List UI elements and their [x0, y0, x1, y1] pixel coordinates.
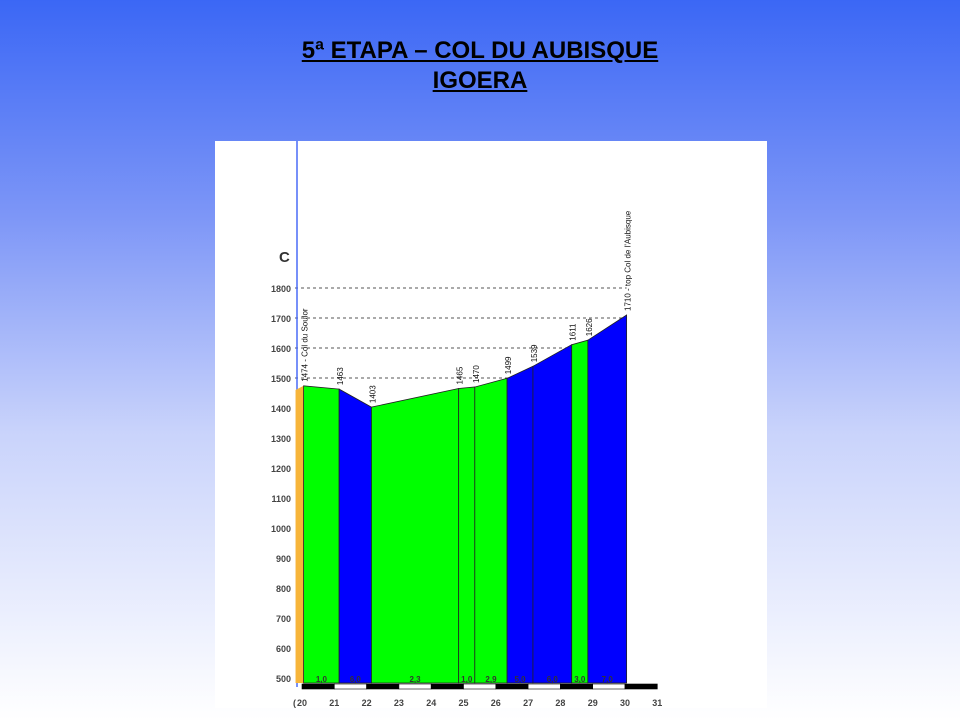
- slide-title-line2: IGOERA: [432, 67, 528, 94]
- gradient-label: 3,0: [574, 675, 586, 684]
- km-bar-cell: [301, 683, 335, 690]
- elevation-profile-svg: C 500 600 700 800 900 1000 1100 1200 1300 1400 1500…: [271, 141, 662, 708]
- km-bar-cell: [624, 683, 658, 690]
- km-bar-cell: [430, 683, 464, 690]
- x-tick-label: 25: [458, 698, 468, 708]
- profile-segment: [532, 344, 573, 684]
- x-tick-label: 21: [329, 698, 339, 708]
- slide-title-line1: 5ª ETAPA – COL DU AUBISQUE: [301, 37, 659, 64]
- point-label: 1465: [456, 366, 465, 384]
- y-tick-label: 1400: [271, 404, 291, 414]
- gradient-label: 7,0: [602, 675, 614, 684]
- gradient-label: 1,0: [461, 675, 473, 684]
- y-tick-label: 800: [276, 584, 291, 594]
- point-label: 1474 - Col du Soulor: [301, 308, 310, 382]
- x-tick-label: 23: [394, 698, 404, 708]
- point-label: 1611: [569, 323, 578, 341]
- gradient-label: 5,0: [514, 675, 526, 684]
- x-tick-label: 30: [620, 698, 630, 708]
- x-tick-label: 29: [588, 698, 598, 708]
- y-tick-label: 1200: [271, 464, 291, 474]
- chart-corner-label: C: [279, 249, 290, 266]
- slide-title: 5ª ETAPA – COL DU AUBISQUE IGOERA: [0, 36, 960, 96]
- elevation-profile-chart: C 500 600 700 800 900 1000 1100 1200 1300 1400 1500…: [215, 141, 767, 708]
- point-label: 1710 - top Col de l'Aubisque: [624, 210, 633, 311]
- profile-segment: [587, 314, 628, 684]
- y-tick-label: 1300: [271, 434, 291, 444]
- y-tick-label: 600: [276, 644, 291, 654]
- km-bar-cell: [463, 683, 497, 690]
- y-tick-label: 700: [276, 614, 291, 624]
- profile-segment: [474, 377, 508, 684]
- gradient-label: 6,0: [547, 675, 559, 684]
- x-tick-label: 26: [491, 698, 501, 708]
- point-label: 1403: [368, 385, 377, 403]
- y-tick-label: 1500: [271, 374, 291, 384]
- gradient-label: 2,9: [485, 675, 497, 684]
- y-tick-label: 900: [276, 554, 291, 564]
- km-bar-cell: [495, 683, 529, 690]
- km-bar-cell: [398, 683, 432, 690]
- y-tick-label: 1700: [271, 314, 291, 324]
- km-bar-cell: [592, 683, 626, 690]
- x-tick-label: 27: [523, 698, 533, 708]
- point-label: 1539: [530, 344, 539, 362]
- profile-segment: [371, 388, 460, 684]
- point-label: 1470: [472, 365, 481, 383]
- y-tick-label: 500: [276, 674, 291, 684]
- km-bar-cell: [366, 683, 400, 690]
- point-label: 1463: [336, 367, 345, 385]
- profile-segment: [571, 339, 589, 684]
- gradient-label: 2,3: [409, 675, 421, 684]
- profile-segment: [338, 388, 372, 684]
- point-label: 1499: [504, 356, 513, 374]
- profile-segment: [506, 365, 534, 684]
- km-bar-cell: [334, 683, 367, 690]
- profile-segment: [458, 386, 476, 684]
- x-start-fragment: (: [293, 698, 296, 708]
- y-tick-label: 1000: [271, 524, 291, 534]
- x-tick-label: 24: [426, 698, 436, 708]
- gradient-label: 1,0: [316, 675, 328, 684]
- y-tick-label: 1100: [271, 494, 291, 504]
- km-bar-cell: [560, 683, 593, 690]
- x-tick-label: 22: [362, 698, 372, 708]
- y-tick-label: 1800: [271, 284, 291, 294]
- leading-segment: [295, 385, 304, 683]
- x-tick-label: 20: [297, 698, 307, 708]
- x-tick-label: 31: [652, 698, 662, 708]
- km-bar-cell: [527, 683, 561, 690]
- y-tick-label: 1600: [271, 344, 291, 354]
- gradient-label: 6,0: [350, 675, 362, 684]
- profile-segment: [303, 385, 340, 684]
- point-label: 1626: [585, 318, 594, 336]
- x-tick-label: 28: [555, 698, 565, 708]
